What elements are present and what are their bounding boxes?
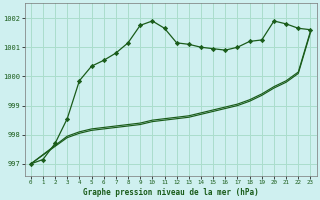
X-axis label: Graphe pression niveau de la mer (hPa): Graphe pression niveau de la mer (hPa): [83, 188, 259, 197]
